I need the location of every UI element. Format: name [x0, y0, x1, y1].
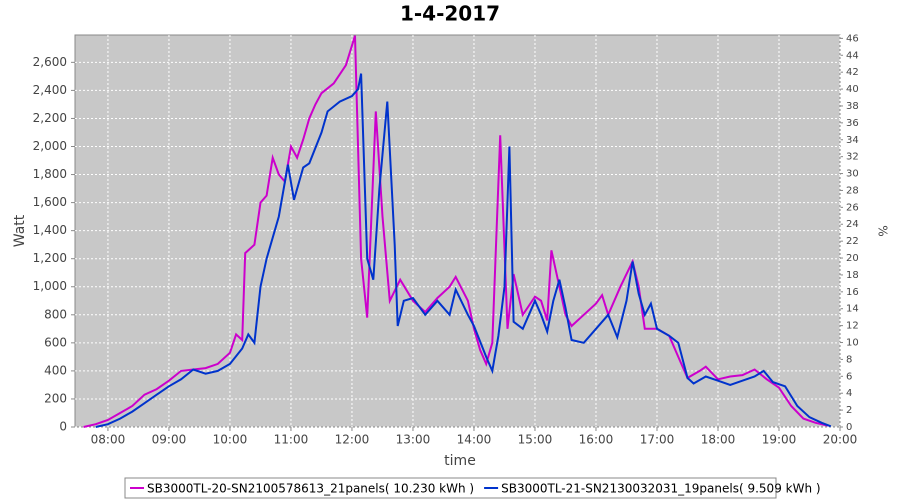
- y-tick-label: 1,200: [33, 251, 67, 265]
- y2-tick-label: 32: [846, 152, 859, 163]
- y2-tick-label: 26: [846, 202, 859, 213]
- y2-tick-label: 42: [846, 67, 859, 78]
- x-tick-label: 09:00: [152, 433, 187, 447]
- y2-tick-label: 22: [846, 236, 859, 247]
- y2-tick-label: 30: [846, 169, 859, 180]
- y2-tick-label: 4: [846, 388, 852, 399]
- y2-tick-label: 14: [846, 304, 859, 315]
- y2-tick-label: 12: [846, 321, 859, 332]
- y2-tick-label: 16: [846, 287, 859, 298]
- x-tick-label: 12:00: [335, 433, 370, 447]
- y-tick-label: 400: [44, 363, 67, 377]
- x-tick-label: 13:00: [396, 433, 431, 447]
- x-tick-label: 19:00: [762, 433, 797, 447]
- y-tick-label: 1,800: [33, 167, 67, 181]
- y-tick-label: 600: [44, 335, 67, 349]
- y2-tick-label: 10: [846, 338, 859, 349]
- series-line: [83, 35, 829, 428]
- y-tick-label: 200: [44, 391, 67, 405]
- y2-tick-label: 8: [846, 354, 852, 365]
- y-axis-label: Watt: [12, 214, 28, 247]
- y-tick-label: 1,400: [33, 223, 67, 237]
- y2-tick-label: 0: [846, 422, 852, 433]
- x-tick-label: 20:00: [823, 433, 858, 447]
- x-tick-label: 17:00: [640, 433, 675, 447]
- y-tick-label: 2,600: [33, 55, 67, 69]
- x-tick-label: 10:00: [213, 433, 248, 447]
- y2-tick-label: 6: [846, 371, 852, 382]
- legend: [124, 477, 777, 499]
- y2-tick-label: 38: [846, 101, 859, 112]
- y-tick-label: 2,000: [33, 139, 67, 153]
- y2-tick-label: 46: [846, 33, 859, 44]
- legend-label: SB3000TL-21-SN2130032031_19panels( 9.509…: [501, 482, 820, 496]
- y2-tick-label: 18: [846, 270, 859, 281]
- x-tick-label: 16:00: [579, 433, 614, 447]
- x-tick-label: 08:00: [91, 433, 126, 447]
- y-tick-label: 1,000: [33, 279, 67, 293]
- y-tick-label: 2,200: [33, 111, 67, 125]
- series-line: [95, 73, 832, 428]
- y2-axis-label: %: [876, 225, 890, 236]
- y-tick-label: 0: [59, 420, 67, 434]
- y2-tick-label: 44: [846, 50, 859, 61]
- y2-tick-label: 40: [846, 84, 859, 95]
- x-tick-label: 11:00: [274, 433, 309, 447]
- y2-tick-label: 28: [846, 185, 859, 196]
- legend-label: SB3000TL-20-SN2100578613_21panels( 10.23…: [147, 482, 474, 496]
- y2-tick-label: 2: [846, 405, 852, 416]
- y2-tick-label: 20: [846, 253, 859, 264]
- chart-title: 1-4-2017: [400, 2, 500, 26]
- y-tick-label: 1,600: [33, 195, 67, 209]
- plot-area: [74, 34, 841, 428]
- y-tick-label: 800: [44, 307, 67, 321]
- x-tick-label: 14:00: [457, 433, 492, 447]
- x-tick-label: 18:00: [701, 433, 736, 447]
- y-tick-label: 2,400: [33, 83, 67, 97]
- y2-tick-label: 34: [846, 135, 859, 146]
- y2-tick-label: 24: [846, 219, 859, 230]
- x-tick-label: 15:00: [518, 433, 553, 447]
- x-axis-label: time: [444, 453, 476, 469]
- y2-tick-label: 36: [846, 118, 859, 129]
